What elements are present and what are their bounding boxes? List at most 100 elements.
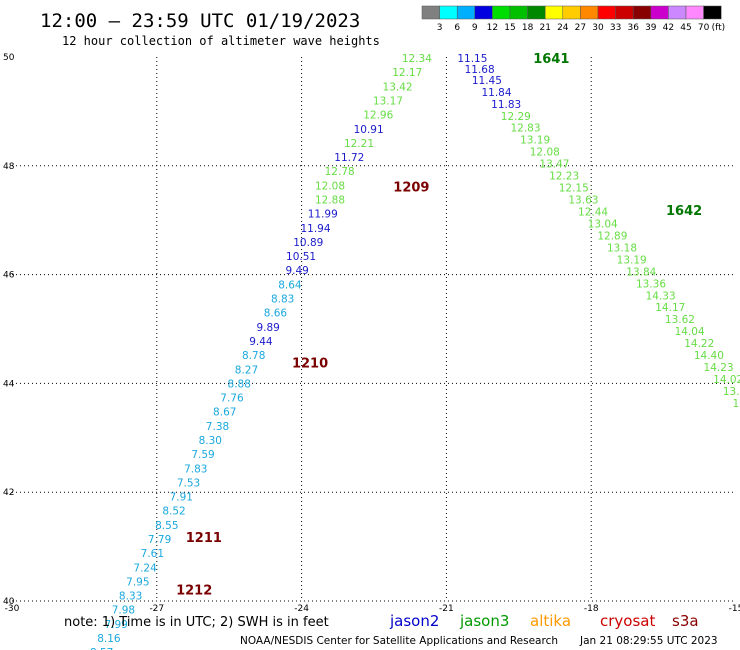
colorbar-swatch (580, 5, 599, 20)
swh-value-label: 12.88 (315, 195, 345, 207)
colorbar-swatch (456, 5, 476, 20)
colorbar-tick-label: 30 (592, 23, 604, 33)
swh-value-label: 14.33 (646, 290, 676, 302)
legend-item-cryosat: cryosat (600, 612, 655, 630)
x-tick-label: -18 (584, 604, 599, 614)
swh-value-label: 13.36 (636, 278, 666, 290)
swh-value-label: 14.22 (684, 338, 714, 350)
colorbar-tick-label: 6 (454, 23, 460, 33)
swh-value-label: 8.52 (162, 506, 185, 518)
swh-value-label: 12.78 (325, 166, 355, 178)
x-tick-label: -27 (149, 604, 164, 614)
swh-value-label: 12.21 (344, 138, 374, 150)
colorbar-tick-label: 18 (522, 23, 534, 33)
swh-value-label: 13.42 (383, 81, 413, 93)
swh-value-label: 11.83 (491, 99, 521, 111)
swh-value-label: 7.83 (184, 463, 207, 475)
colorbar-swatch (492, 5, 511, 20)
swh-value-label: 8.55 (155, 520, 178, 532)
pass-number-label: 1209 (393, 180, 429, 195)
swh-value-label: 12.15 (559, 183, 589, 195)
colorbar-tick-label: 24 (557, 23, 569, 33)
pass-number-label: 1641 (533, 52, 569, 67)
colorbar: 3 6 9 12 15 18 21 24 27 30 33 36 39 42 45 70 (ft) (421, 5, 726, 33)
swh-value-label: 13.19 (520, 135, 550, 147)
y-tick-label: 40 (3, 597, 15, 607)
legend-item-jason2: jason2 (389, 612, 439, 630)
swh-value-label: 11.68 (465, 64, 495, 76)
swh-value-label: 14.02 (713, 374, 740, 386)
x-tick-label: -15 (729, 604, 740, 614)
colorbar-unit-label: (ft) (712, 23, 726, 33)
swh-value-label: 11.45 (472, 75, 502, 87)
swh-value-label: 7.79 (148, 534, 171, 546)
colorbar-tick-label: 39 (645, 23, 657, 33)
swh-value-label: 7.98 (112, 605, 135, 617)
colorbar-swatch (703, 5, 722, 20)
swh-value-label: 12.08 (315, 180, 345, 192)
colorbar-swatch (421, 5, 440, 20)
swh-value-label: 12.17 (392, 67, 422, 79)
swh-value-label: 13.47 (539, 159, 569, 171)
credit-text: NOAA/NESDIS Center for Satellite Applica… (240, 635, 558, 647)
colorbar-tick-label: 45 (680, 23, 691, 33)
colorbar-swatch (685, 5, 704, 20)
legend-item-jason3: jason3 (459, 612, 509, 630)
colorbar-swatch (527, 5, 546, 20)
swh-value-label: 7.99 (104, 619, 127, 631)
y-tick-label: 42 (3, 488, 14, 498)
swh-value-label: 8.27 (235, 364, 258, 376)
colorbar-tick-label: 70 (698, 23, 710, 33)
pass-number-label: 1210 (292, 357, 328, 372)
swh-value-label: 12.80 (732, 398, 740, 410)
swh-value-label: 8.67 (213, 407, 236, 419)
y-tick-label: 44 (3, 379, 15, 389)
swh-value-label: 13.84 (626, 266, 656, 278)
swh-value-label: 11.94 (300, 223, 330, 235)
colorbar-swatch (632, 5, 652, 20)
swh-value-label: 8.33 (119, 591, 142, 603)
chart-title: 12:00 – 23:59 UTC 01/19/2023 (40, 10, 360, 32)
swh-value-label: 10.51 (286, 251, 316, 263)
swh-value-label: 12.23 (549, 171, 579, 183)
swh-value-label: 8.66 (264, 308, 288, 320)
swh-value-label: 11.72 (334, 152, 364, 164)
y-tick-label: 48 (3, 162, 15, 172)
swh-value-label: 8.57 (90, 647, 113, 650)
swh-value-label: 7.59 (191, 449, 214, 461)
swh-value-label: 12.44 (578, 206, 608, 218)
colorbar-swatch (474, 5, 493, 20)
satellite-legend: jason2 jason3 altika cryosat s3a (389, 612, 699, 630)
legend-item-s3a: s3a (672, 612, 699, 630)
swh-value-label: 8.64 (278, 279, 302, 291)
swh-value-label: 12.08 (530, 147, 560, 159)
swh-value-label: 7.61 (141, 548, 164, 560)
pass-number-label: 1212 (176, 584, 212, 599)
colorbar-tick-label: 42 (663, 23, 674, 33)
swh-value-label: 7.95 (126, 576, 149, 588)
swh-value-label: 8.78 (242, 350, 265, 362)
legend-item-altika: altika (530, 612, 571, 630)
swh-value-label: 8.16 (97, 633, 121, 645)
swh-value-label: 10.91 (354, 124, 384, 136)
colorbar-swatch (615, 5, 634, 20)
swh-value-label: 13.62 (665, 314, 695, 326)
colorbar-tick-label: 27 (575, 23, 586, 33)
swh-value-label: 9.44 (249, 336, 273, 348)
colorbar-tick-label: 33 (610, 23, 621, 33)
swh-value-label: 10.89 (293, 237, 323, 249)
y-tick-label: 46 (3, 271, 15, 281)
swh-value-label: 8.83 (271, 294, 294, 306)
swh-value-label: 12.89 (597, 230, 627, 242)
colorbar-tick-label: 21 (539, 23, 550, 33)
y-tick-label: 50 (3, 53, 15, 63)
colorbar-swatch (439, 5, 458, 20)
swh-value-label: 9.49 (285, 265, 308, 277)
colorbar-tick-label: 36 (627, 23, 639, 33)
swh-value-label: 13.18 (607, 242, 637, 254)
colorbar-tick-label: 12 (487, 23, 498, 33)
swh-value-label: 7.53 (177, 477, 200, 489)
x-tick-label: -24 (294, 604, 309, 614)
colorbar-swatch (509, 5, 528, 20)
